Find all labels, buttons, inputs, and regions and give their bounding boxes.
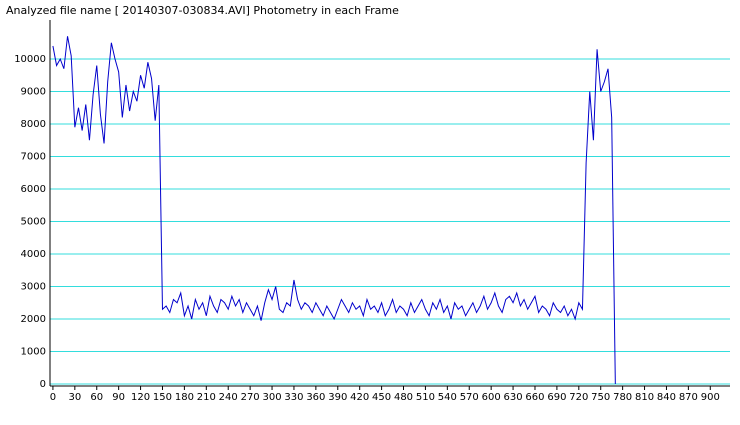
x-tick-label: 420 <box>350 392 369 403</box>
x-tick-label: 300 <box>262 392 281 403</box>
x-tick-label: 450 <box>372 392 391 403</box>
y-tick-label: 6000 <box>21 184 46 195</box>
x-tick-label: 780 <box>613 392 632 403</box>
y-tick-label: 0 <box>40 379 46 390</box>
x-tick-label: 810 <box>635 392 654 403</box>
x-tick-label: 360 <box>306 392 325 403</box>
x-tick-label: 30 <box>68 392 81 403</box>
x-tick-label: 840 <box>657 392 676 403</box>
x-tick-label: 240 <box>219 392 238 403</box>
x-tick-label: 60 <box>90 392 103 403</box>
x-tick-label: 150 <box>153 392 172 403</box>
y-tick-label: 5000 <box>21 217 46 228</box>
y-tick-label: 4000 <box>21 249 46 260</box>
x-tick-label: 510 <box>416 392 435 403</box>
y-tick-label: 9000 <box>21 87 46 98</box>
x-tick-label: 570 <box>460 392 479 403</box>
x-tick-label: 630 <box>504 392 523 403</box>
x-tick-label: 540 <box>438 392 457 403</box>
x-tick-label: 900 <box>701 392 720 403</box>
x-tick-label: 180 <box>175 392 194 403</box>
x-tick-label: 390 <box>328 392 347 403</box>
x-tick-label: 480 <box>394 392 413 403</box>
x-tick-label: 720 <box>569 392 588 403</box>
data-line <box>52 36 616 385</box>
x-tick-label: 660 <box>525 392 544 403</box>
y-tick-label: 2000 <box>21 314 46 325</box>
x-tick-label: 270 <box>241 392 260 403</box>
y-tick-label: 10000 <box>14 54 46 65</box>
x-tick-label: 210 <box>197 392 216 403</box>
x-tick-label: 0 <box>50 392 56 403</box>
x-tick-label: 330 <box>284 392 303 403</box>
x-tick-label: 90 <box>112 392 125 403</box>
x-tick-label: 120 <box>131 392 150 403</box>
x-tick-label: 690 <box>547 392 566 403</box>
y-tick-label: 7000 <box>21 152 46 163</box>
x-tick-label: 870 <box>679 392 698 403</box>
y-tick-label: 8000 <box>21 119 46 130</box>
chart-title: Analyzed file name [ 20140307-030834.AVI… <box>6 4 399 17</box>
x-tick-label: 750 <box>591 392 610 403</box>
y-tick-label: 1000 <box>21 347 46 358</box>
x-tick-label: 600 <box>482 392 501 403</box>
y-tick-label: 3000 <box>21 282 46 293</box>
